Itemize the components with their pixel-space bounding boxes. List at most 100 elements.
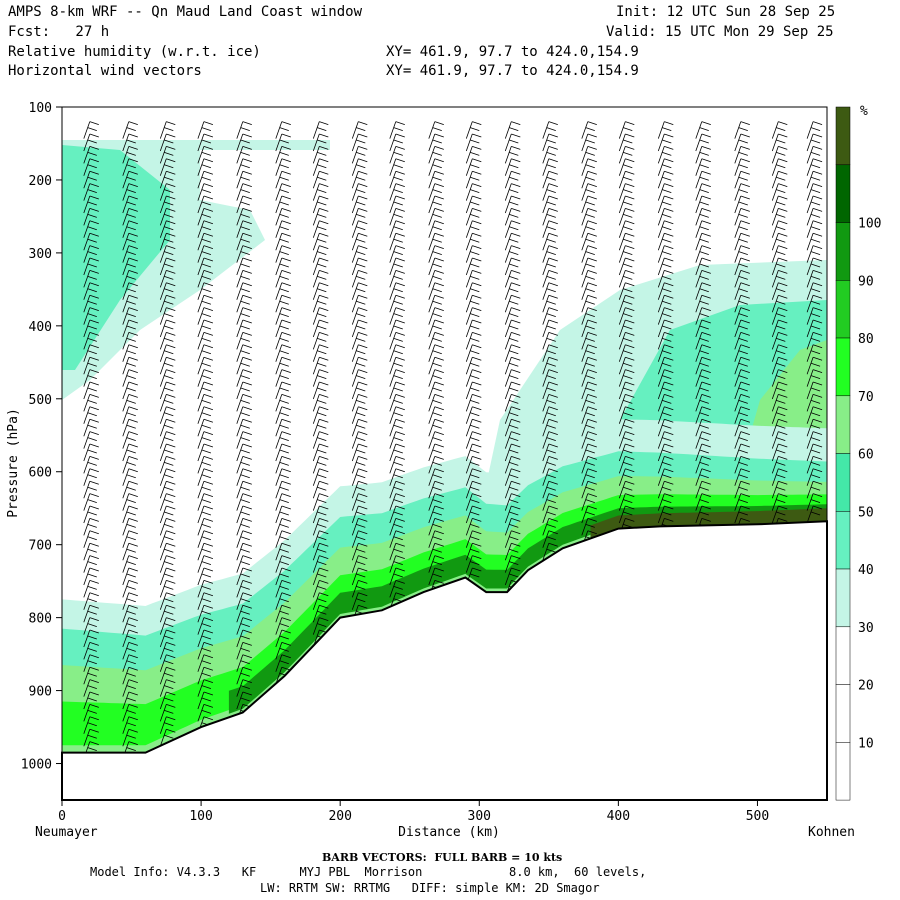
barb-flag xyxy=(166,294,176,299)
barb-flag xyxy=(625,319,635,324)
barb-flag xyxy=(87,722,97,727)
barb-flag xyxy=(166,666,176,671)
barb-staff xyxy=(428,357,436,375)
barb-flag xyxy=(546,313,556,317)
barb-staff xyxy=(504,394,512,412)
barb-staff xyxy=(197,629,205,648)
barb-flag xyxy=(546,486,556,491)
barb-flag xyxy=(128,555,138,559)
barb-flag xyxy=(126,610,136,615)
barb-flag xyxy=(548,356,558,361)
barb-flag xyxy=(738,251,748,255)
barb-flag xyxy=(472,381,482,386)
barb-flag xyxy=(128,567,138,572)
barb-flag xyxy=(89,580,99,584)
barb-staff xyxy=(83,307,91,325)
barb-staff xyxy=(197,419,205,437)
barb-flag xyxy=(319,617,329,621)
barb-flag xyxy=(625,505,635,510)
barb-staff xyxy=(657,332,665,350)
barb-staff xyxy=(159,270,167,288)
barb-staff xyxy=(236,555,244,573)
barb-flag xyxy=(699,511,709,516)
barb-flag xyxy=(356,189,366,193)
barb-staff xyxy=(806,183,814,201)
barb-staff xyxy=(83,195,91,214)
barb-flag xyxy=(738,499,748,503)
barb-staff xyxy=(159,344,167,362)
barb-flag xyxy=(126,734,136,739)
barb-staff xyxy=(351,431,359,449)
barb-flag xyxy=(203,195,214,200)
barb-flag xyxy=(201,697,212,702)
barb-flag xyxy=(393,226,403,231)
barb-flag xyxy=(511,530,521,535)
barb-flag xyxy=(393,313,403,317)
barb-staff xyxy=(657,381,665,400)
barb-staff xyxy=(581,419,589,437)
barb-staff xyxy=(275,493,283,511)
barb-flag xyxy=(699,139,709,144)
barb-flag xyxy=(434,394,444,398)
barb-flag xyxy=(279,586,289,590)
barb-flag xyxy=(242,232,252,237)
colorbar-label: 80 xyxy=(858,332,874,347)
barb-flag xyxy=(317,486,327,491)
barb-flag xyxy=(319,282,329,287)
barb-flag xyxy=(317,449,327,454)
barb-staff xyxy=(312,195,320,214)
barb-flag xyxy=(587,208,597,212)
barb-staff xyxy=(389,307,397,325)
barb-flag xyxy=(701,220,711,225)
barb-flag xyxy=(393,462,403,466)
init-time: Init: 12 UTC Sun 28 Sep 25 xyxy=(616,4,836,20)
barb-flag xyxy=(128,369,138,373)
barb-staff xyxy=(122,344,130,362)
barb-flag xyxy=(87,548,97,553)
barb-staff xyxy=(771,369,779,387)
barb-flag xyxy=(126,672,136,677)
barb-flag xyxy=(664,456,674,460)
barb-staff xyxy=(806,270,814,288)
right-endpoint-label: Kohnen xyxy=(808,825,855,840)
barb-flag xyxy=(319,542,329,547)
barb-flag xyxy=(128,270,138,274)
barb-flag xyxy=(201,325,212,330)
barb-staff xyxy=(389,245,397,263)
barb-staff xyxy=(542,158,550,176)
barb-flag xyxy=(203,629,214,634)
barb-flag xyxy=(701,133,711,138)
barb-flag xyxy=(434,195,444,200)
barb-flag xyxy=(701,332,711,336)
barb-staff xyxy=(197,654,205,672)
barb-flag xyxy=(546,251,556,255)
barb-flag xyxy=(126,288,136,293)
barb-flag xyxy=(812,170,823,175)
barb-staff xyxy=(695,295,703,313)
barb-flag xyxy=(203,716,214,721)
barb-flag xyxy=(810,300,821,305)
barb-flag xyxy=(810,176,821,181)
barb-flag xyxy=(585,412,595,417)
barb-staff xyxy=(734,295,742,313)
barb-staff xyxy=(236,629,244,648)
barb-flag xyxy=(434,307,444,311)
barb-staff xyxy=(197,195,205,214)
barb-staff xyxy=(618,270,626,288)
barb-staff xyxy=(197,530,205,548)
barb-flag xyxy=(164,672,174,677)
barb-flag xyxy=(128,307,138,311)
barb-staff xyxy=(465,332,473,350)
barb-flag xyxy=(319,356,329,361)
barb-flag xyxy=(393,586,403,590)
barb-staff xyxy=(389,146,397,164)
barb-flag xyxy=(778,232,788,237)
barb-flag xyxy=(126,201,136,206)
barb-flag xyxy=(166,480,176,485)
barb-staff xyxy=(389,456,397,474)
barb-staff xyxy=(581,505,589,524)
barb-flag xyxy=(319,332,329,336)
barb-flag xyxy=(319,257,329,262)
barb-staff xyxy=(771,493,779,511)
barb-flag xyxy=(509,375,519,379)
